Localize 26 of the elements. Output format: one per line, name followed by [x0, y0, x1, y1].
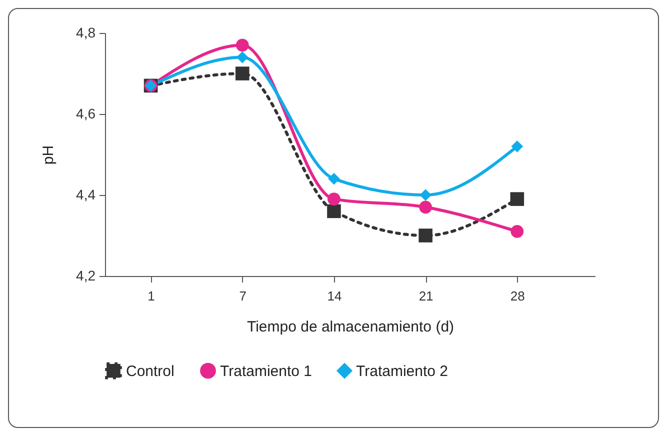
x-tick-label: 1 — [148, 288, 155, 304]
y-tick-label: 4,4 — [76, 186, 96, 202]
x-axis-title: Tiempo de almacenamiento (d) — [246, 318, 454, 336]
y-tick-label: 4,2 — [76, 268, 96, 284]
point — [236, 38, 249, 52]
point — [327, 204, 341, 218]
y-tick-label: 4,8 — [76, 24, 96, 40]
x-tick-label: 21 — [418, 288, 434, 304]
legend-label: Control — [126, 362, 174, 380]
point — [236, 51, 248, 64]
point — [420, 189, 432, 201]
point — [511, 140, 524, 152]
legend-label: Tratamiento 2 — [356, 362, 448, 380]
point — [328, 172, 340, 185]
x-tick-label: 28 — [510, 288, 525, 304]
point — [419, 200, 432, 214]
point — [235, 66, 250, 80]
y-axis-title: pH — [40, 145, 58, 165]
x-tick-label: 14 — [327, 288, 342, 304]
y-tick-label: 4,6 — [76, 106, 96, 122]
point — [418, 228, 432, 242]
point — [510, 225, 524, 238]
point — [328, 192, 340, 206]
point — [510, 192, 524, 206]
legend-label: Tratamiento 1 — [220, 362, 312, 380]
x-tick-label: 7 — [239, 288, 246, 304]
